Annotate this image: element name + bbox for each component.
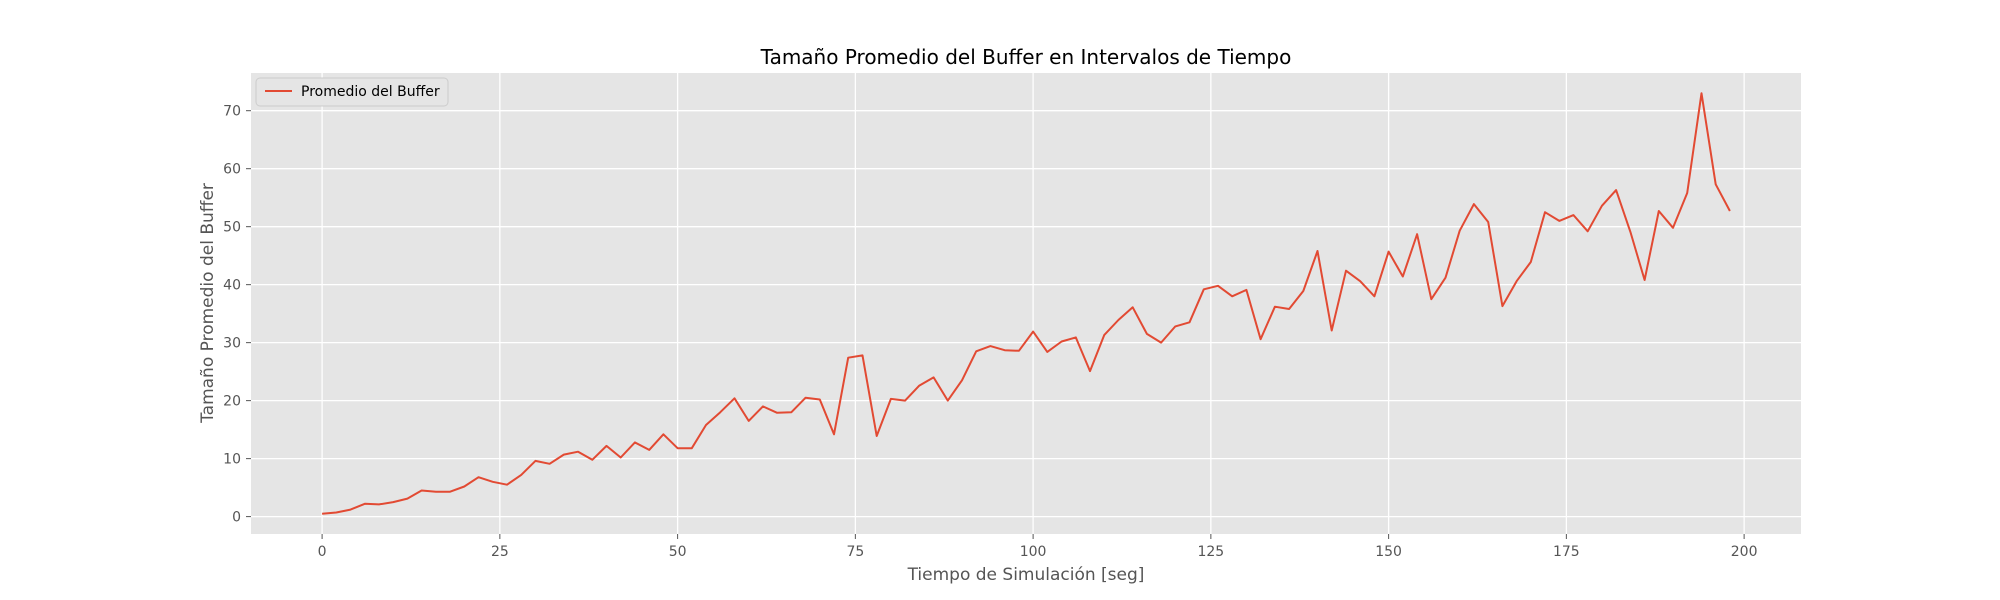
x-tick-label: 175: [1553, 544, 1580, 560]
x-axis-label: Tiempo de Simulación [seg]: [907, 565, 1145, 585]
grid-lines: [251, 73, 1801, 534]
y-tick-label: 40: [223, 278, 241, 294]
chart-title: Tamaño Promedio del Buffer en Intervalos…: [760, 45, 1292, 69]
x-tick-label: 0: [318, 544, 327, 560]
x-tick-label: 50: [669, 544, 687, 560]
legend-box: [255, 77, 449, 107]
y-tick-label: 60: [223, 162, 241, 178]
y-axis-label: Tamaño Promedio del Buffer: [198, 183, 218, 424]
plot-area: [251, 73, 1801, 534]
x-tick-label: 75: [846, 544, 864, 560]
x-tick-label: 125: [1197, 544, 1224, 560]
data-series-group: [322, 92, 1731, 515]
x-tick-label: 100: [1020, 544, 1047, 560]
y-tick-label: 50: [223, 220, 241, 236]
y-tick-label: 30: [223, 336, 241, 352]
y-axis-ticks: 0 10 20 30 40 50 60 70: [223, 104, 251, 526]
series-line: [322, 92, 1731, 515]
x-axis-ticks: 0 25 50 75 100 125 150 175 200: [318, 534, 1758, 560]
x-tick-label: 150: [1375, 544, 1402, 560]
x-tick-label: 200: [1731, 544, 1758, 560]
y-tick-label: 20: [223, 394, 241, 410]
y-tick-label: 70: [223, 104, 241, 120]
legend: Promedio del Buffer: [255, 77, 449, 107]
y-tick-label: 0: [232, 510, 241, 526]
y-tick-label: 10: [223, 452, 241, 468]
x-tick-label: 25: [491, 544, 509, 560]
legend-label: Promedio del Buffer: [301, 84, 440, 100]
